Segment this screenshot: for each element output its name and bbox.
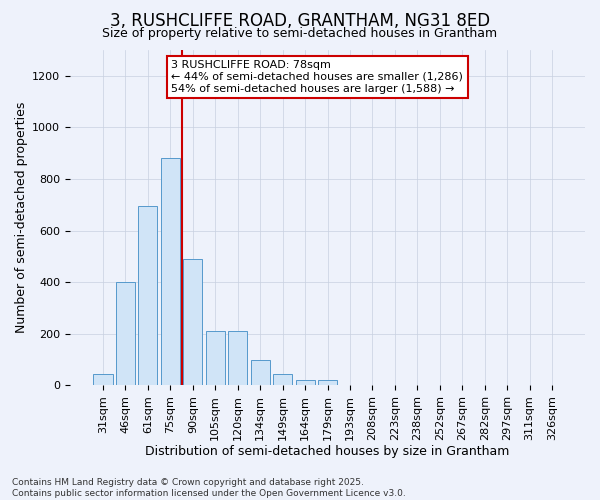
Bar bbox=[542, 385, 562, 386]
Bar bbox=[296, 380, 314, 386]
Y-axis label: Number of semi-detached properties: Number of semi-detached properties bbox=[15, 102, 28, 334]
Bar bbox=[430, 385, 449, 386]
Bar bbox=[452, 385, 472, 386]
Bar bbox=[340, 385, 359, 386]
Text: 3 RUSHCLIFFE ROAD: 78sqm
← 44% of semi-detached houses are smaller (1,286)
54% o: 3 RUSHCLIFFE ROAD: 78sqm ← 44% of semi-d… bbox=[172, 60, 463, 94]
Bar bbox=[183, 259, 202, 386]
Bar bbox=[497, 385, 517, 386]
Bar bbox=[318, 380, 337, 386]
Text: Contains HM Land Registry data © Crown copyright and database right 2025.
Contai: Contains HM Land Registry data © Crown c… bbox=[12, 478, 406, 498]
Text: 3, RUSHCLIFFE ROAD, GRANTHAM, NG31 8ED: 3, RUSHCLIFFE ROAD, GRANTHAM, NG31 8ED bbox=[110, 12, 490, 30]
Bar bbox=[116, 282, 135, 386]
Bar bbox=[520, 385, 539, 386]
Bar bbox=[273, 374, 292, 386]
Bar bbox=[139, 206, 157, 386]
Bar bbox=[408, 385, 427, 386]
Bar bbox=[385, 385, 404, 386]
Bar bbox=[363, 385, 382, 386]
Bar bbox=[251, 360, 269, 386]
Bar bbox=[161, 158, 180, 386]
Bar bbox=[94, 374, 113, 386]
Text: Size of property relative to semi-detached houses in Grantham: Size of property relative to semi-detach… bbox=[103, 28, 497, 40]
Bar bbox=[228, 332, 247, 386]
Bar bbox=[475, 385, 494, 386]
Bar bbox=[206, 332, 225, 386]
X-axis label: Distribution of semi-detached houses by size in Grantham: Distribution of semi-detached houses by … bbox=[145, 444, 509, 458]
